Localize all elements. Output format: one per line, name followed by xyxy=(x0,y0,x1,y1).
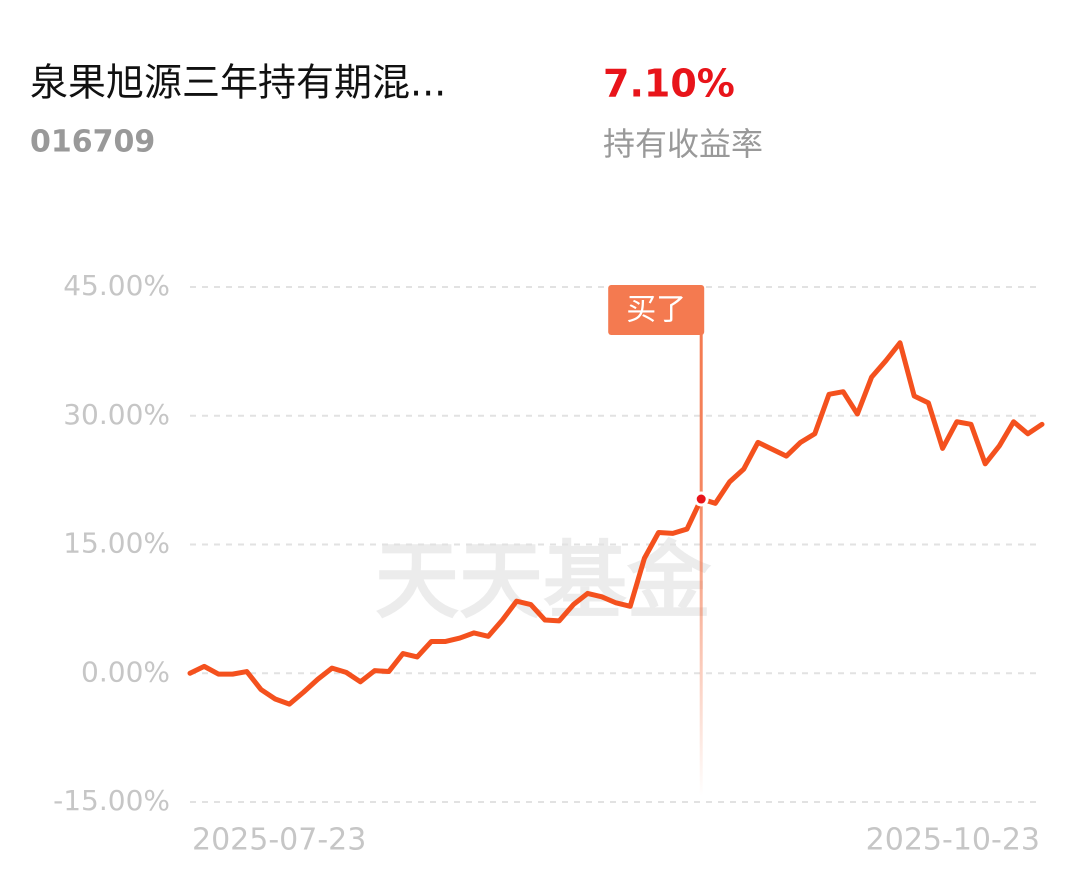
x-tick-label: 2025-10-23 xyxy=(866,823,1040,858)
return-label: 持有收益率 xyxy=(603,125,763,163)
watermark: 天天基金 xyxy=(375,531,712,630)
y-tick-label: 15.00% xyxy=(63,527,170,560)
x-tick-label: 2025-07-23 xyxy=(192,823,366,858)
return-value: 7.10% xyxy=(603,62,735,106)
y-tick-label: 45.00% xyxy=(63,269,170,302)
y-tick-label: -15.00% xyxy=(53,784,170,817)
line-series xyxy=(187,340,1045,707)
buy-tag-text: 买了 xyxy=(626,293,686,328)
y-tick-label: 30.00% xyxy=(63,398,170,431)
buy-tag xyxy=(608,285,705,335)
buy-line xyxy=(699,334,703,796)
fund-code: 016709 xyxy=(30,125,155,160)
fund-name: 泉果旭源三年持有期混... xyxy=(30,61,446,105)
y-tick-label: 0.00% xyxy=(81,655,170,688)
buy-point xyxy=(693,491,709,507)
